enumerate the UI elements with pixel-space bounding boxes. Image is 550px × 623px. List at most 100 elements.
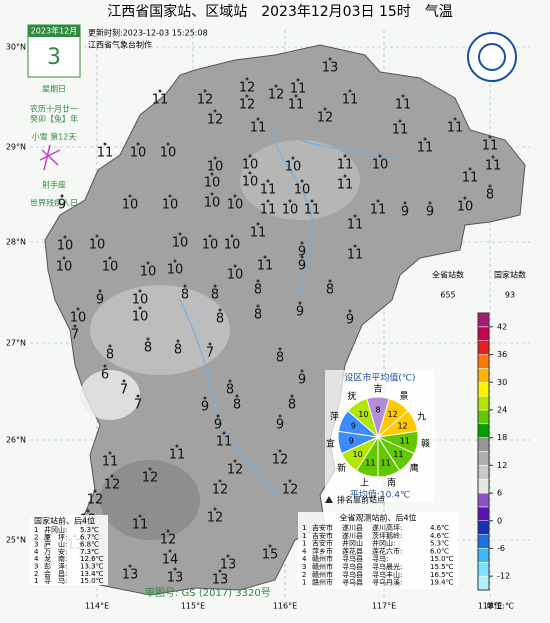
- pie-value: 9: [349, 436, 354, 445]
- station-value: 9: [96, 293, 104, 308]
- station-dot: [376, 199, 380, 203]
- zodiac: 射手座: [42, 180, 66, 190]
- station-dot: [173, 567, 177, 571]
- station-dot: [310, 199, 314, 203]
- station-dot: [128, 564, 132, 568]
- station-dot: [398, 119, 402, 123]
- station-value: 11: [347, 218, 364, 233]
- colorbar-segment: [477, 506, 490, 521]
- station-value: 11: [395, 98, 412, 113]
- total-label: 全省站数: [432, 270, 464, 280]
- station-dot: [230, 234, 234, 238]
- station-dot: [148, 467, 152, 471]
- station-dot: [166, 142, 170, 146]
- table-cell: 6.0℃: [430, 547, 449, 555]
- table-title: 全省观测站前、后4位: [339, 513, 416, 523]
- pie-value: 12: [388, 410, 398, 419]
- station-dot: [95, 234, 99, 238]
- station-dot: [288, 199, 292, 203]
- station-value: 9: [426, 205, 434, 220]
- review-number: 审图号: GS (2017) 3320号: [145, 586, 271, 599]
- station-dot: [256, 222, 260, 226]
- station-dot: [256, 279, 260, 283]
- station-value: 9: [276, 418, 284, 433]
- station-dot: [233, 459, 237, 463]
- station-dot: [378, 154, 382, 158]
- station-dot: [213, 507, 217, 511]
- calendar-header: [28, 25, 80, 37]
- station-value: 10: [202, 238, 219, 253]
- station-value: 8: [226, 383, 234, 398]
- table-cell: 彭 泽:: [44, 562, 67, 571]
- table-cell: 2: [34, 533, 38, 541]
- pie-city: 上: [360, 478, 369, 489]
- station-dot: [76, 307, 80, 311]
- legend-icon: [325, 496, 333, 503]
- top-legend: 排名靠前站点: [325, 495, 385, 505]
- station-value: 11: [304, 203, 321, 218]
- table-cell: 7.3℃: [80, 548, 99, 556]
- lon-label: 116°E: [273, 602, 297, 611]
- pie-value: 12: [397, 421, 407, 430]
- pie-value: 11: [400, 436, 410, 445]
- station-value: 11: [482, 139, 499, 154]
- station-value: 11: [342, 93, 359, 108]
- station-value: 12: [104, 478, 121, 493]
- station-value: 12: [142, 471, 159, 486]
- station-value: 8: [174, 343, 182, 358]
- table-cell: 赣州市: [312, 578, 333, 587]
- table-cell: 4.6℃: [430, 532, 449, 540]
- station-dot: [62, 256, 66, 260]
- station-value: 6: [101, 368, 109, 383]
- station-value: 8: [288, 398, 296, 413]
- station-dot: [168, 194, 172, 198]
- station-value: 10: [102, 260, 119, 275]
- station-value: 8: [233, 398, 241, 413]
- calendar-day: 3: [47, 45, 61, 70]
- pie-city: 九: [417, 412, 426, 423]
- station-value: 11: [347, 248, 364, 263]
- station-value: 9: [346, 313, 354, 328]
- station-dot: [176, 339, 180, 343]
- colorbar-segment: [477, 409, 490, 425]
- station-dot: [353, 244, 357, 248]
- station-dot: [208, 342, 212, 346]
- station-dot: [210, 172, 214, 176]
- station-value: 9: [214, 418, 222, 433]
- station-value: 7: [134, 398, 142, 413]
- shading: [80, 140, 360, 540]
- table-cell: 6.7℃: [80, 533, 99, 541]
- pie-value: 11: [381, 458, 391, 467]
- table-cell: 龙 南:: [44, 554, 67, 563]
- pie-city: 景: [399, 391, 408, 402]
- table-cell: 赣州市: [312, 562, 333, 571]
- station-value: 11: [290, 82, 307, 97]
- lon-label: 117°E: [372, 602, 396, 611]
- station-dot: [86, 509, 90, 513]
- station-dot: [226, 554, 230, 558]
- station-value: 15: [262, 548, 279, 563]
- station-value: 12: [268, 88, 285, 103]
- table-cell: 15.0℃: [80, 577, 104, 585]
- table-cell: 15.5℃: [430, 563, 454, 571]
- pie-city: 宜: [326, 437, 335, 449]
- station-dot: [110, 474, 114, 478]
- station-dot: [203, 396, 207, 400]
- table-cell: 15.0℃: [430, 555, 454, 563]
- lunar: 农历十月廿一: [30, 104, 78, 114]
- station-value: 8: [276, 351, 284, 366]
- station-value: 11: [370, 203, 387, 218]
- station-dot: [343, 154, 347, 158]
- station-value: 10: [372, 158, 389, 173]
- title: 江西省国家站、区域站 2023年12月03日 15时 气温: [107, 3, 453, 20]
- colorbar-segment: [477, 423, 490, 438]
- station-dot: [108, 451, 112, 455]
- weekday: 星期日: [42, 85, 66, 94]
- table-cell: 莲花县: [342, 546, 363, 555]
- pie-value: 8: [375, 406, 380, 415]
- station-value: 12: [197, 93, 214, 108]
- station-dot: [108, 344, 112, 348]
- station-value: 12: [239, 81, 256, 96]
- table-title: 国家站前、后4位: [34, 516, 95, 526]
